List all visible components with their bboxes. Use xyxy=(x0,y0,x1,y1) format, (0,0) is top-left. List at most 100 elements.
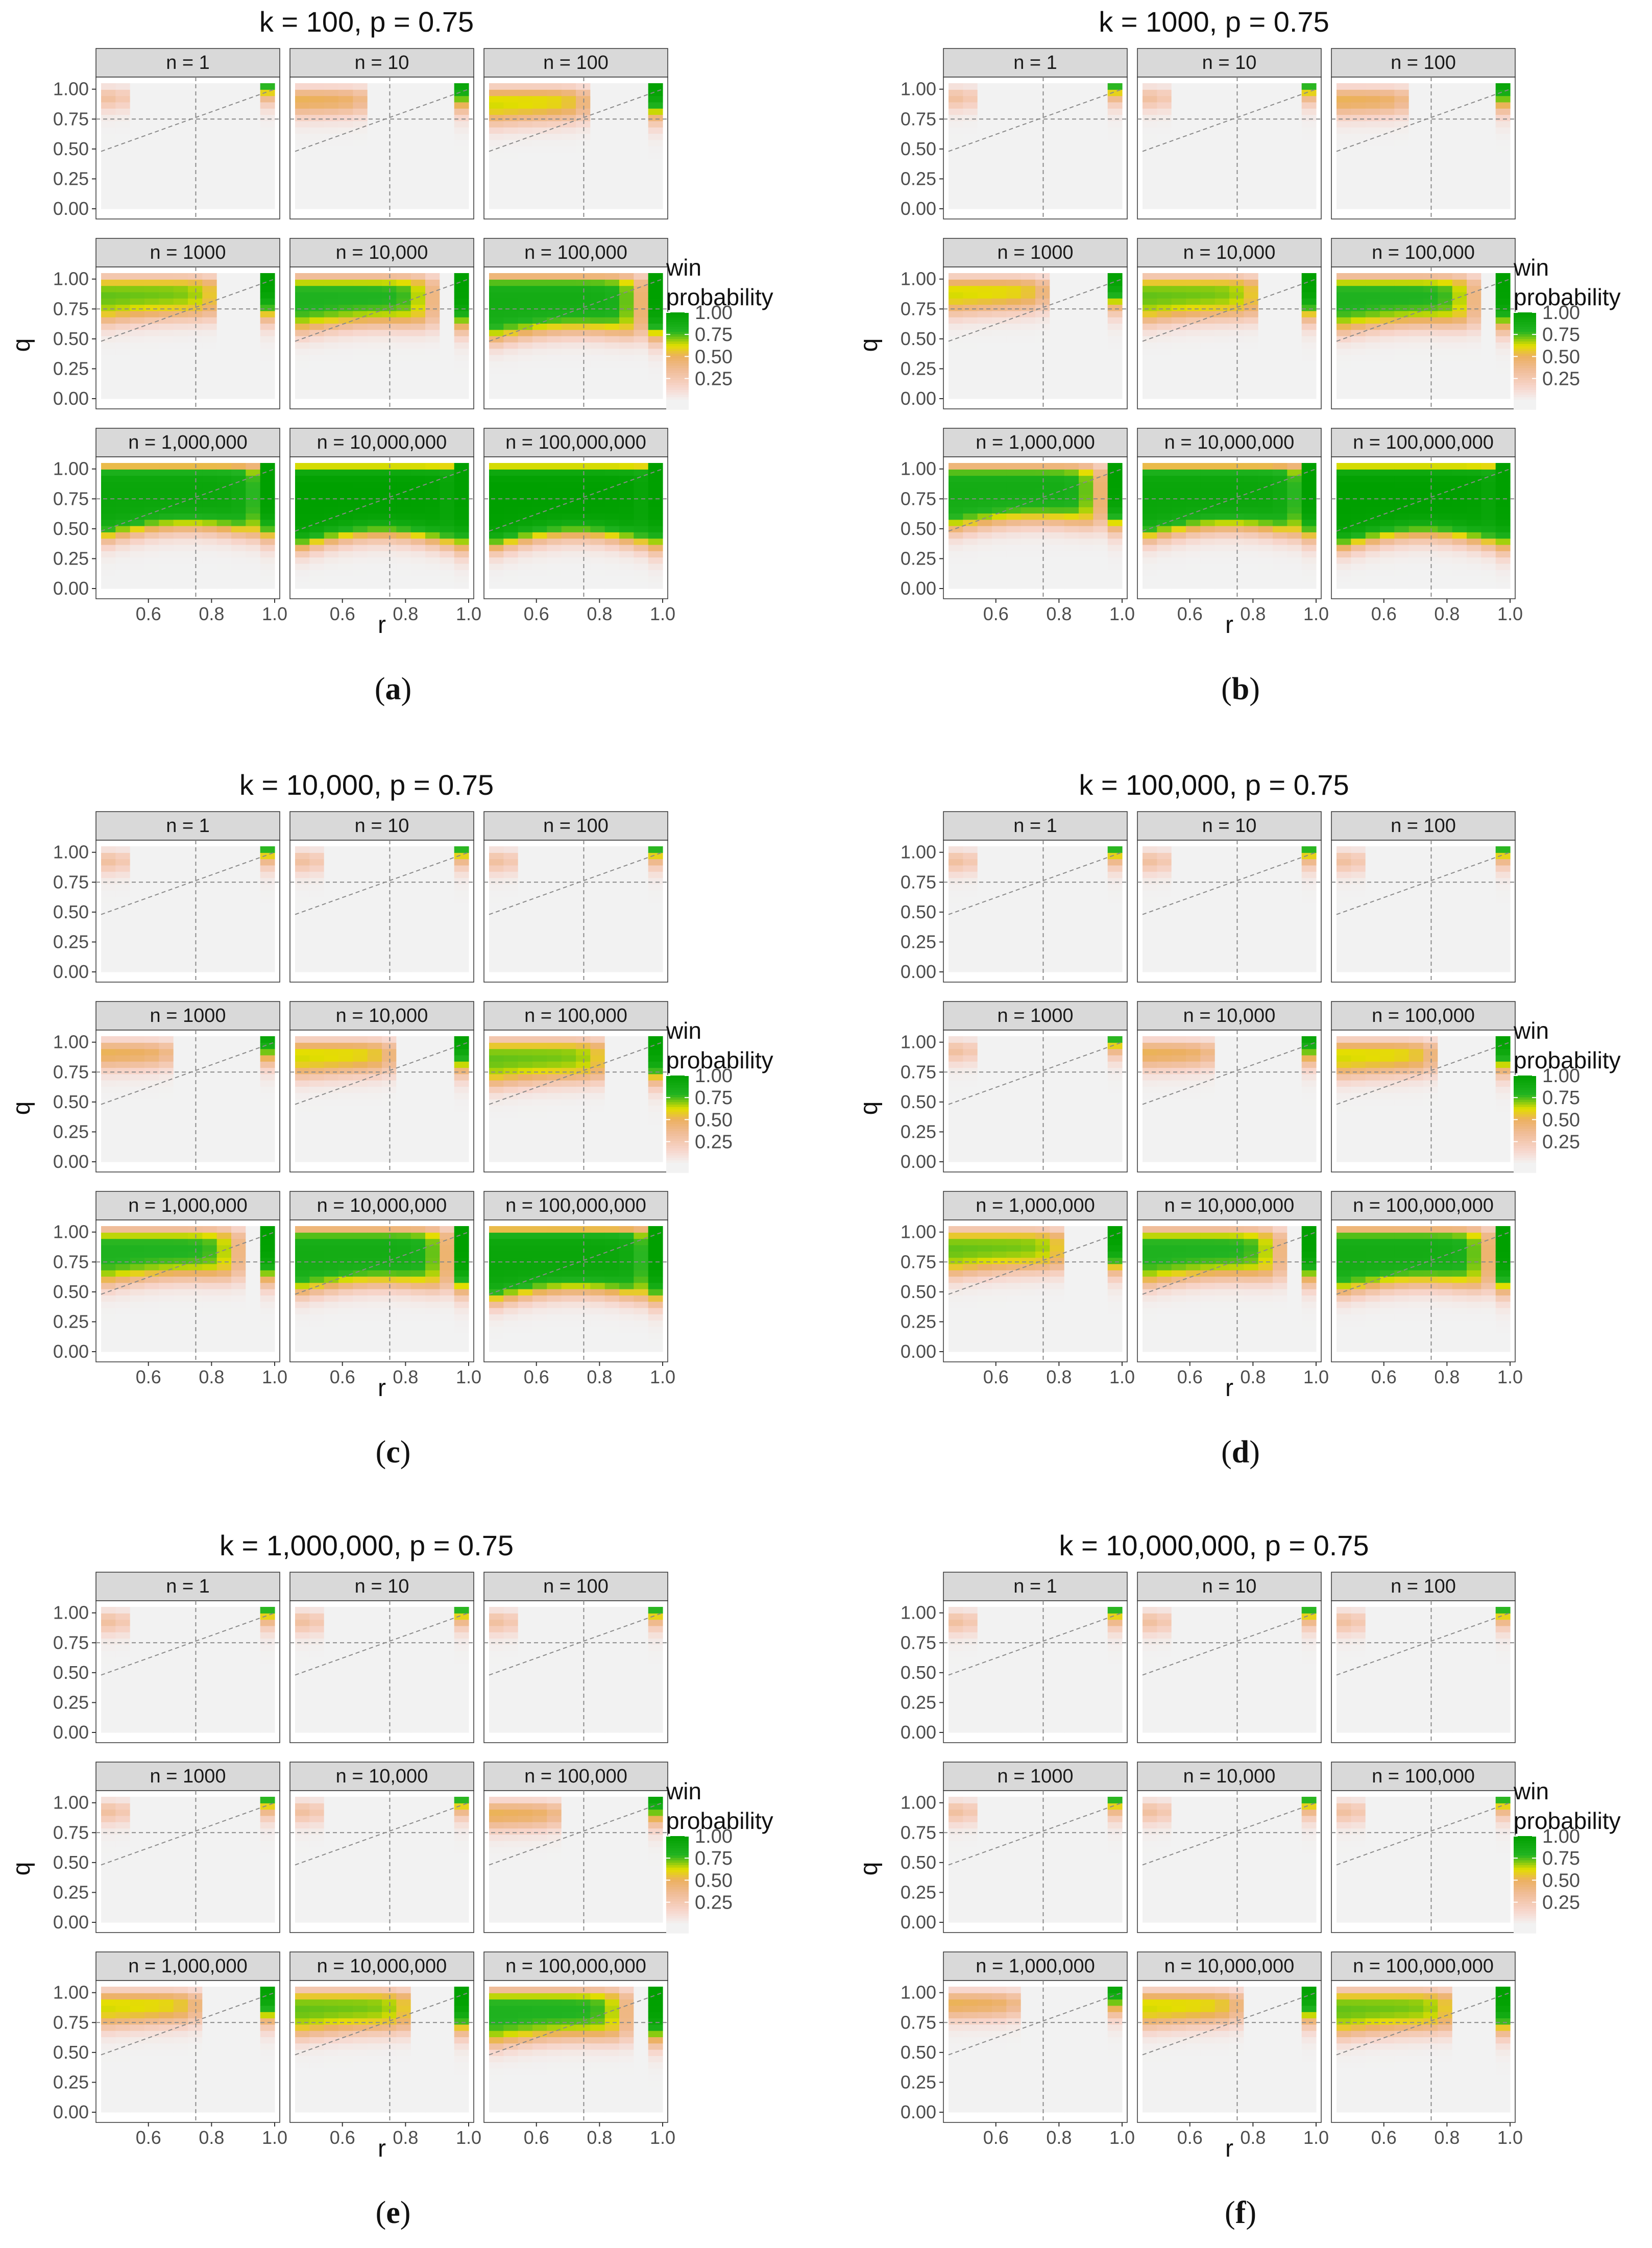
heatmap-cell xyxy=(648,183,663,190)
heatmap-cell xyxy=(159,120,174,128)
heatmap-cell xyxy=(1200,273,1216,280)
heatmap-cell xyxy=(1200,475,1216,482)
heatmap-cell xyxy=(1006,158,1022,165)
heatmap-cell xyxy=(1481,563,1496,570)
heatmap-cell xyxy=(1258,133,1273,140)
heatmap-cell xyxy=(231,202,246,209)
heatmap-cell xyxy=(1438,83,1453,90)
heatmap-cell xyxy=(324,475,339,482)
heatmap-cell xyxy=(216,127,232,134)
heatmap-cell xyxy=(309,373,325,380)
heatmap-cell xyxy=(1021,481,1036,488)
heatmap-cell xyxy=(216,348,232,355)
heatmap-cell xyxy=(547,146,562,153)
heatmap-cell xyxy=(576,342,591,349)
heatmap-cell xyxy=(1452,380,1467,386)
heatmap-cell xyxy=(547,177,562,184)
heatmap-cell xyxy=(338,336,353,343)
heatmap-cell xyxy=(440,158,455,165)
heatmap-cell xyxy=(295,392,310,399)
heatmap-cell xyxy=(246,361,261,368)
heatmap-cell xyxy=(367,158,382,165)
heatmap-cell xyxy=(1229,336,1244,343)
heatmap-cell xyxy=(619,342,634,349)
heatmap-cell xyxy=(1351,557,1366,564)
heatmap-cell xyxy=(532,279,547,286)
heatmap-cell xyxy=(576,152,591,159)
heatmap-cell xyxy=(440,120,455,128)
heatmap-cell xyxy=(1467,164,1481,172)
heatmap-cell xyxy=(1481,532,1496,539)
heatmap-cell xyxy=(1408,120,1424,128)
heatmap-cell xyxy=(159,164,174,172)
heatmap-cell xyxy=(489,342,504,349)
heatmap-cell xyxy=(1408,89,1424,96)
heatmap-cell xyxy=(1186,488,1201,495)
heatmap-cell xyxy=(1093,481,1108,488)
heatmap-cell xyxy=(130,171,145,178)
heatmap-cell xyxy=(590,367,605,374)
heatmap-cell xyxy=(353,139,368,146)
heatmap-cell xyxy=(992,551,1007,558)
heatmap-cell xyxy=(454,519,469,526)
heatmap-cell xyxy=(1365,183,1380,190)
heatmap-cell xyxy=(1495,469,1511,476)
heatmap-cell xyxy=(1258,551,1273,558)
heatmap-cell xyxy=(1273,488,1287,495)
heatmap-cell xyxy=(396,380,411,386)
heatmap-cell xyxy=(1481,285,1496,292)
heatmap-cell xyxy=(1006,463,1022,470)
heatmap-cell xyxy=(231,146,246,153)
heatmap-cell xyxy=(260,196,275,203)
heatmap-cell xyxy=(1157,273,1172,280)
heatmap-cell xyxy=(561,475,576,482)
heatmap-cell xyxy=(1365,392,1380,399)
heatmap-cell xyxy=(1171,582,1186,589)
heatmap-cell xyxy=(1452,202,1467,209)
heatmap-cell xyxy=(396,171,411,178)
heatmap-cell xyxy=(202,323,217,330)
heatmap-cell xyxy=(1258,367,1273,374)
heatmap-cell xyxy=(1394,373,1410,380)
heatmap-cell xyxy=(188,475,203,482)
heatmap-cell xyxy=(1287,570,1302,576)
heatmap-cell xyxy=(1200,392,1216,399)
heatmap-cell xyxy=(101,519,116,526)
heatmap-cell xyxy=(1229,139,1244,146)
heatmap-cell xyxy=(1380,342,1395,349)
legend-tick-label: 0.75 xyxy=(695,324,733,346)
heatmap-cell xyxy=(295,196,310,203)
heatmap-cell xyxy=(590,342,605,349)
heatmap-cell xyxy=(1229,538,1244,545)
heatmap-cell xyxy=(188,373,203,380)
heatmap-cell xyxy=(115,884,131,891)
heatmap-cell xyxy=(382,139,397,146)
legend-color-segment xyxy=(1514,341,1536,345)
heatmap-cell xyxy=(382,95,397,103)
heatmap-cell xyxy=(634,298,649,305)
heatmap-cell xyxy=(1394,544,1410,551)
heatmap-cell xyxy=(454,164,469,172)
heatmap-cell xyxy=(396,513,411,520)
heatmap-cell xyxy=(396,83,411,90)
heatmap-cell xyxy=(202,196,217,203)
heatmap-cell xyxy=(309,392,325,399)
heatmap-cell xyxy=(324,95,339,103)
heatmap-cell xyxy=(576,513,591,520)
heatmap-cell xyxy=(1337,475,1351,482)
heatmap-cell xyxy=(949,481,963,488)
heatmap-cell xyxy=(396,373,411,380)
heatmap-cell xyxy=(619,127,634,134)
y-tick-label: 0.25 xyxy=(53,358,89,379)
heatmap-cell xyxy=(1287,475,1302,482)
heatmap-cell xyxy=(1438,469,1453,476)
heatmap-cell xyxy=(949,164,963,172)
heatmap-cell xyxy=(1186,551,1201,558)
heatmap-cell xyxy=(324,342,339,349)
heatmap-cell xyxy=(1021,576,1036,583)
heatmap-cell xyxy=(963,342,978,349)
heatmap-cell xyxy=(1171,171,1186,178)
heatmap-cell xyxy=(246,279,261,286)
heatmap-cell xyxy=(173,89,188,96)
heatmap-cell xyxy=(1408,158,1424,165)
